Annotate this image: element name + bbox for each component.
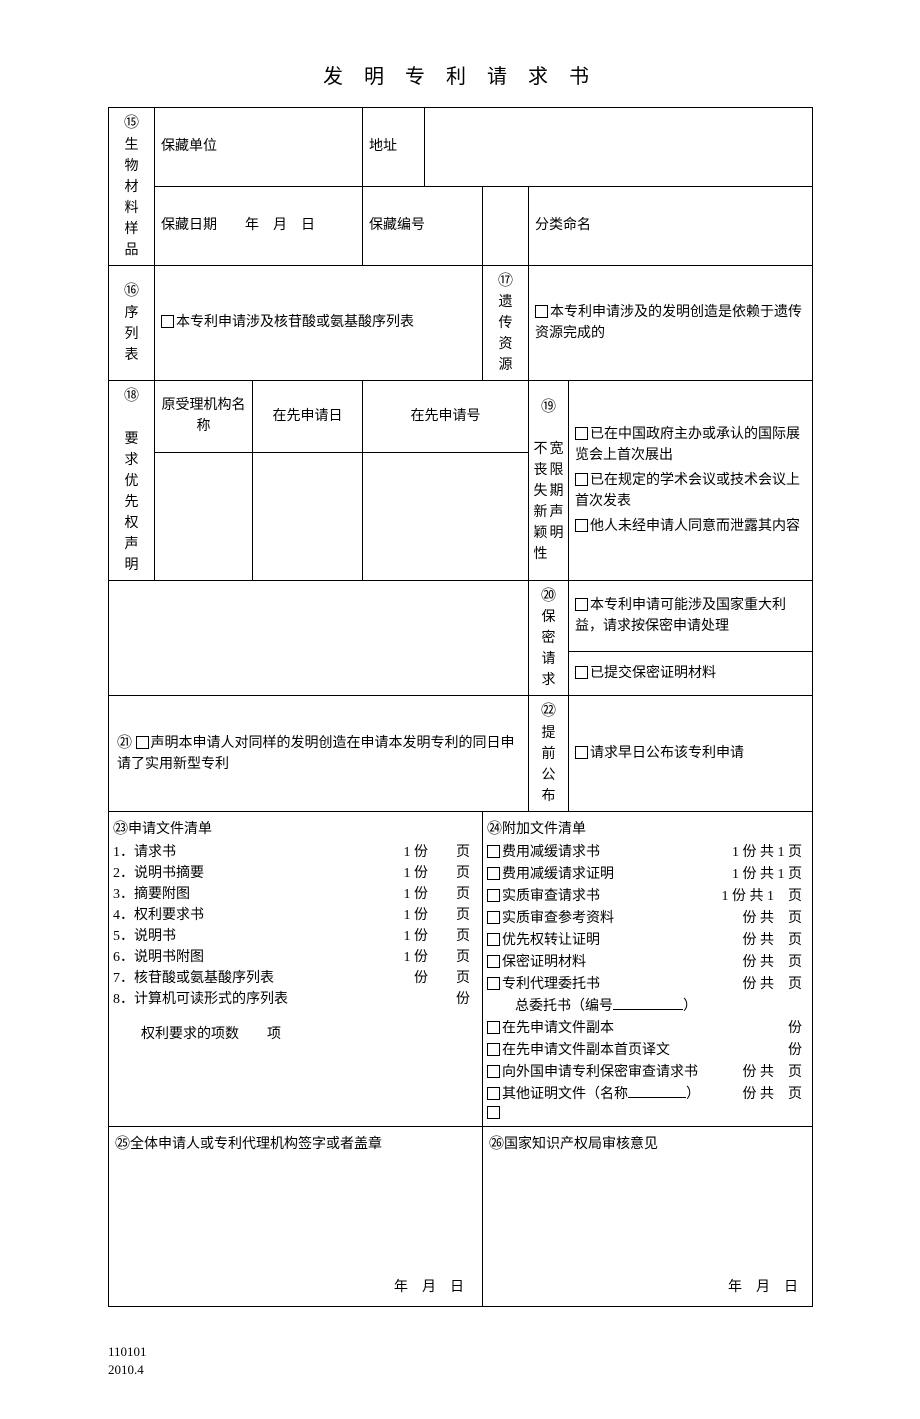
section-19-options[interactable]: 已在中国政府主办或承认的国际展览会上首次展出 已在规定的学术会议或技术会议上首次… <box>569 381 813 581</box>
footer: 110101 2010.4 <box>108 1343 812 1379</box>
priority-extra <box>109 580 529 696</box>
section-21[interactable]: ㉑ 声明本申请人对同样的发明创造在申请本发明专利的同日申请了实用新型专利 <box>109 696 529 812</box>
priority-h2: 在先申请日 <box>253 381 363 453</box>
section-18-side: ⑱ 要求优先权声明 <box>109 381 155 581</box>
section-19-side: ⑲ 不丧失新颖性宽限期声明 <box>529 381 569 581</box>
section-15-side: ⑮ 生物材料样品 <box>109 108 155 266</box>
section-23: ㉓申请文件清单 1．请求书1 份 页2．说明书摘要1 份 页3．摘要附图1 份 … <box>109 811 483 1127</box>
section-16-side: ⑯ 序列表 <box>109 265 155 381</box>
section-24: ㉔附加文件清单 费用减缓请求书1 份 共 1 页费用减缓请求证明1 份 共 1 … <box>483 811 813 1127</box>
genetic-resource-cb[interactable]: 本专利申请涉及的发明创造是依赖于遗传资源完成的 <box>529 265 813 381</box>
address-value[interactable] <box>425 108 813 187</box>
section-20-side: ⑳ 保密请求 <box>529 580 569 696</box>
secrecy-cb1[interactable]: 本专利申请可能涉及国家重大利益，请求按保密申请处理 <box>569 580 813 651</box>
depositary-unit-label: 保藏单位 <box>155 108 363 187</box>
priority-col3[interactable] <box>363 452 529 580</box>
priority-col1[interactable] <box>155 452 253 580</box>
priority-h1: 原受理机构名称 <box>155 381 253 453</box>
sequence-listing-cb[interactable]: 本专利申请涉及核苷酸或氨基酸序列表 <box>155 265 483 381</box>
address-label: 地址 <box>363 108 425 187</box>
deposit-code-value[interactable] <box>483 186 529 265</box>
section-26: ㉖国家知识产权局审核意见 年 月 日 <box>483 1127 813 1307</box>
section-22-cb[interactable]: 请求早日公布该专利申请 <box>569 696 813 812</box>
deposit-date: 保藏日期 年 月 日 <box>155 186 363 265</box>
section-25: ㉕全体申请人或专利代理机构签字或者盖章 年 月 日 <box>109 1127 483 1307</box>
priority-col2[interactable] <box>253 452 363 580</box>
page-title: 发 明 专 利 请 求 书 <box>108 60 812 89</box>
section-22-side: ㉒ 提前公布 <box>529 696 569 812</box>
classification-name: 分类命名 <box>529 186 813 265</box>
priority-h3: 在先申请号 <box>363 381 529 453</box>
secrecy-cb2[interactable]: 已提交保密证明材料 <box>569 651 813 695</box>
section-17-side: ⑰ 遗传资源 <box>483 265 529 381</box>
form-table: ⑮ 生物材料样品 保藏单位 地址 保藏日期 年 月 日 保藏编号 分类命名 ⑯ … <box>108 107 813 1307</box>
deposit-code-label: 保藏编号 <box>363 186 483 265</box>
